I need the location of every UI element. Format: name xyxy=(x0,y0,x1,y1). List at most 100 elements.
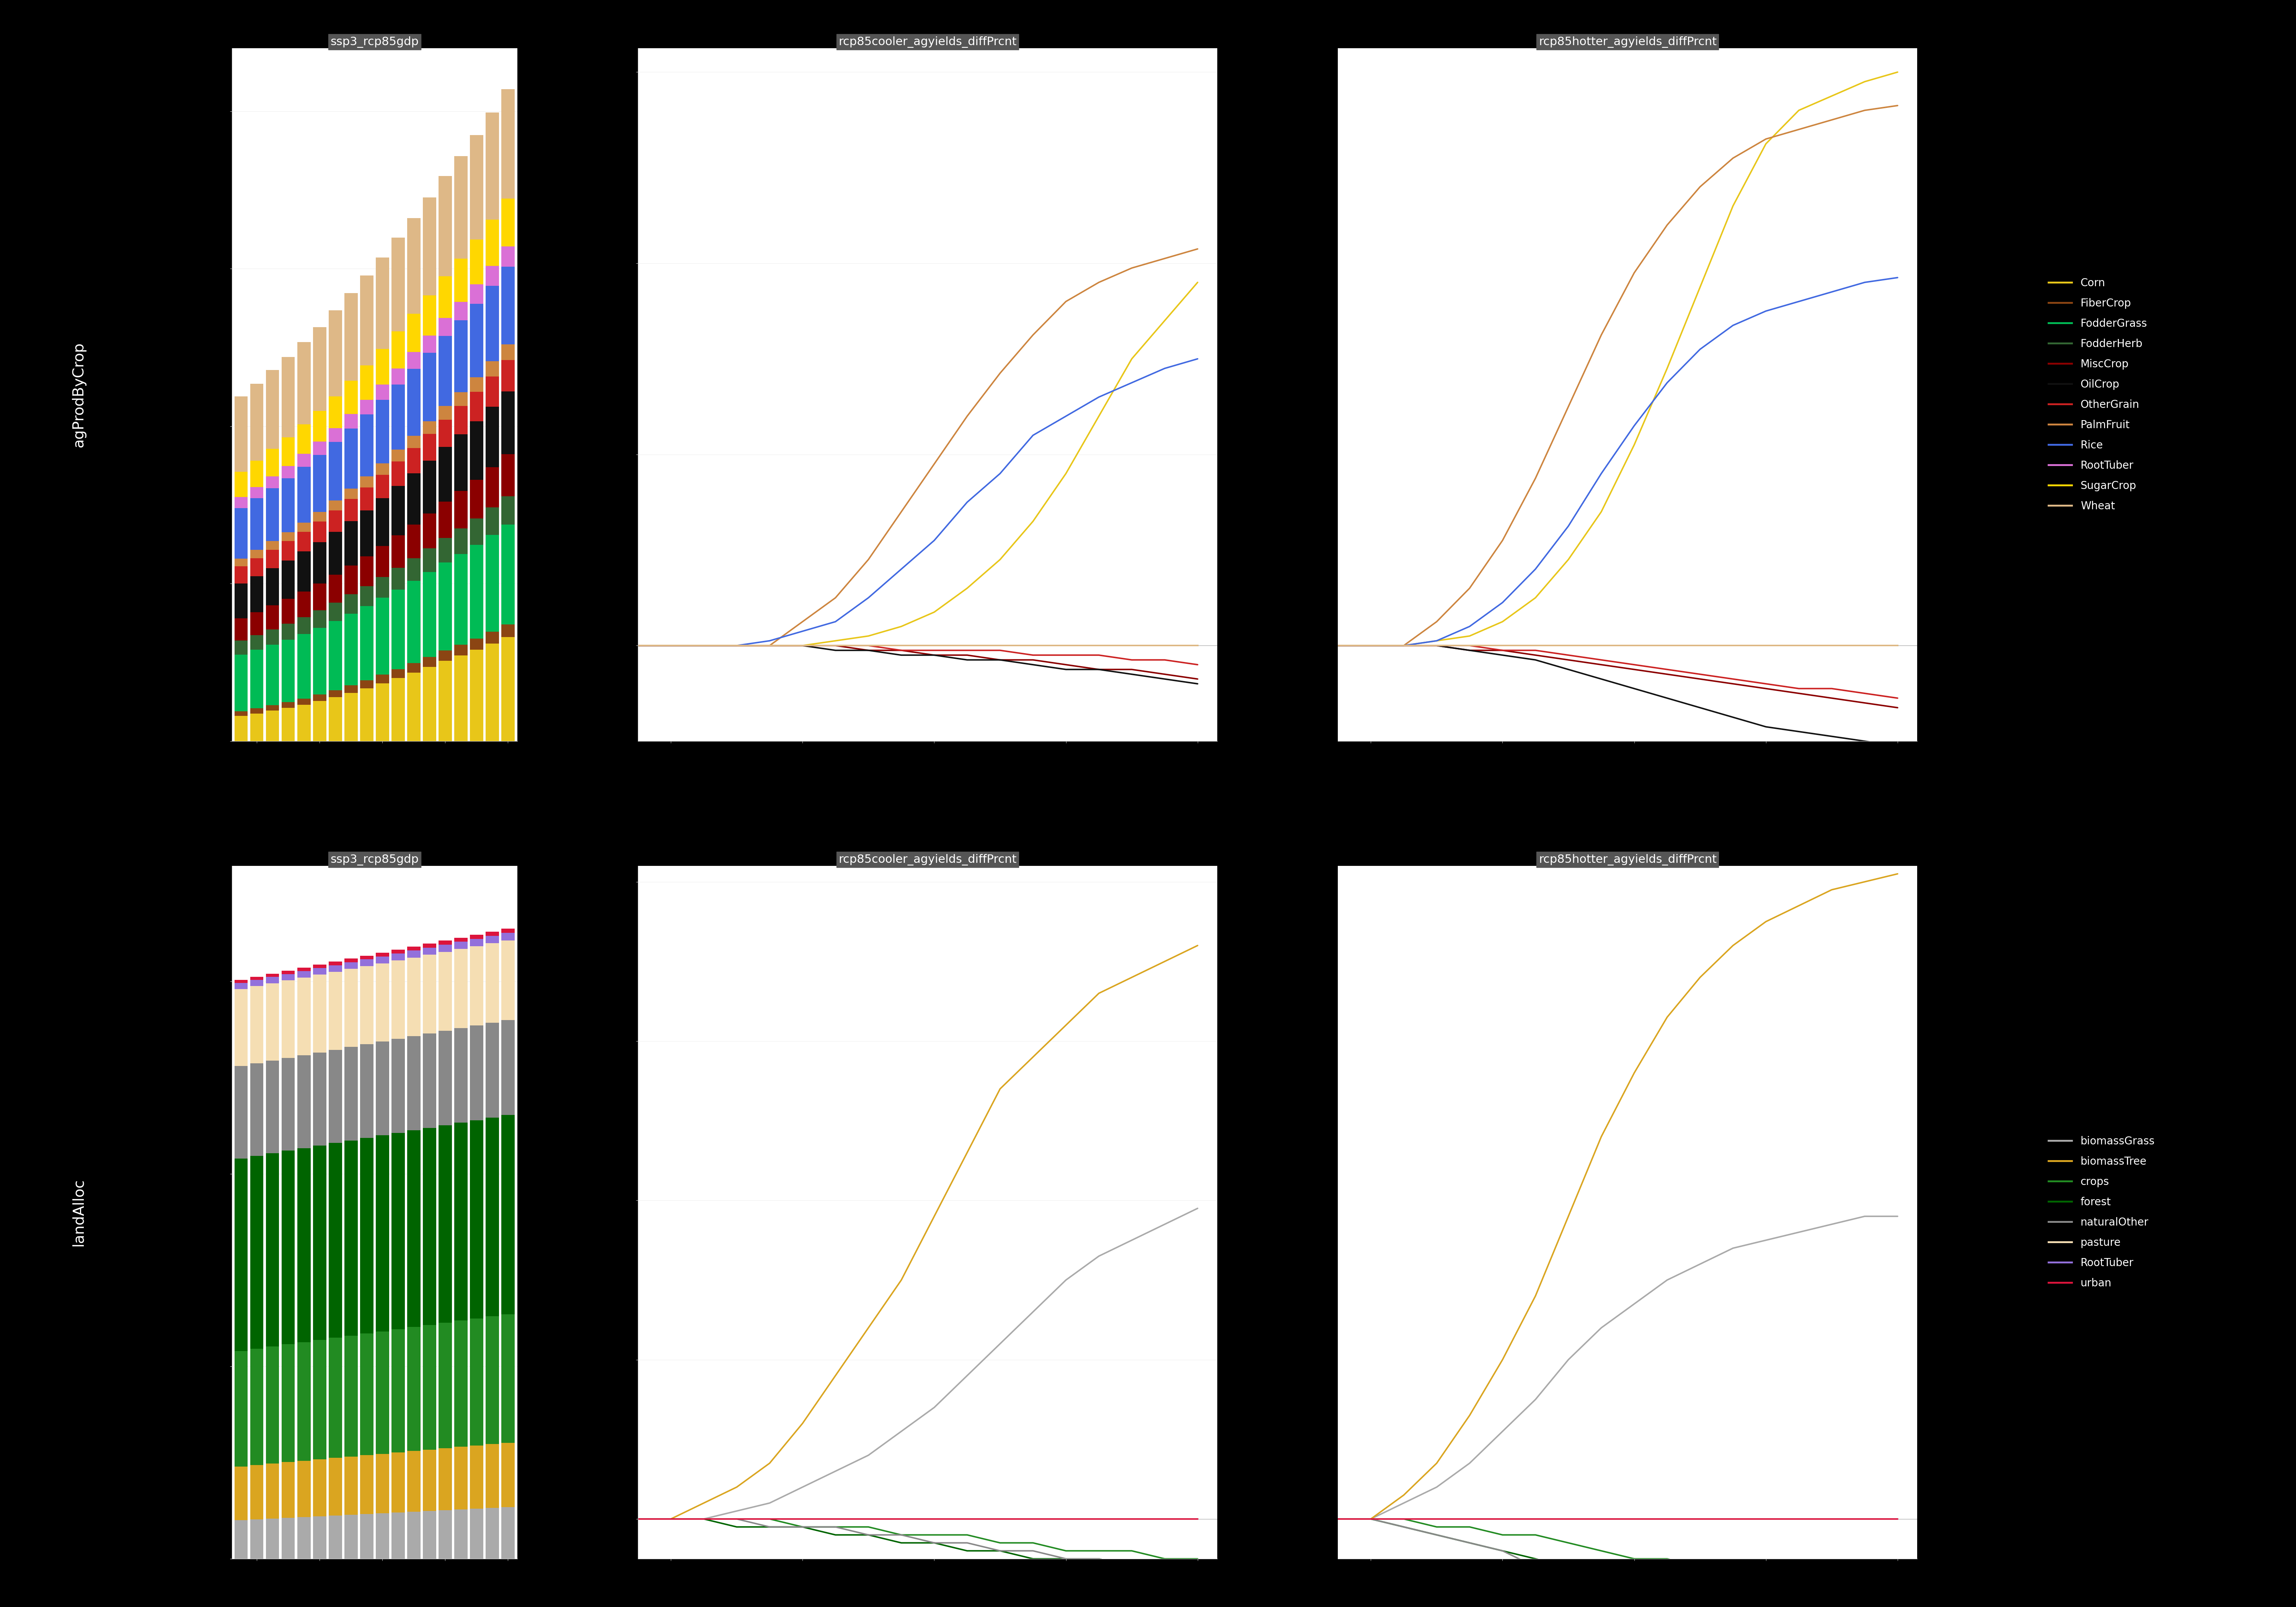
Bar xyxy=(344,969,358,1048)
Bar xyxy=(344,595,358,614)
Bar xyxy=(344,292,358,381)
Bar xyxy=(250,1466,264,1520)
Bar xyxy=(360,1045,374,1138)
Bar xyxy=(377,953,388,956)
Bar xyxy=(266,644,280,705)
Bar xyxy=(282,624,294,640)
Bar xyxy=(360,365,374,400)
Bar xyxy=(455,529,468,554)
Bar xyxy=(487,1507,498,1559)
Bar xyxy=(328,397,342,427)
Bar xyxy=(360,511,374,556)
Text: agProdByCrop: agProdByCrop xyxy=(71,342,85,447)
Bar xyxy=(250,461,264,487)
Bar xyxy=(501,625,514,638)
Bar xyxy=(312,964,326,967)
Bar xyxy=(250,987,264,1064)
Bar xyxy=(501,1507,514,1559)
Bar xyxy=(266,448,280,476)
Bar xyxy=(393,368,404,384)
Bar xyxy=(328,511,342,532)
Bar xyxy=(312,1146,326,1340)
Bar xyxy=(501,246,514,267)
Bar xyxy=(312,628,326,694)
Bar xyxy=(377,956,388,963)
Bar xyxy=(422,198,436,296)
Bar xyxy=(282,1345,294,1462)
Bar xyxy=(234,983,248,988)
Bar xyxy=(250,714,264,741)
Bar xyxy=(439,1448,452,1511)
Bar xyxy=(312,583,326,611)
Bar xyxy=(234,559,248,566)
Bar xyxy=(298,591,310,617)
Bar xyxy=(471,1120,482,1318)
Bar xyxy=(250,384,264,461)
Bar xyxy=(234,497,248,508)
Bar xyxy=(360,966,374,1045)
Bar xyxy=(312,442,326,455)
Bar xyxy=(501,360,514,392)
Bar xyxy=(406,1327,420,1451)
Bar xyxy=(344,959,358,963)
Bar xyxy=(377,463,388,474)
Bar xyxy=(501,524,514,625)
Bar xyxy=(422,1450,436,1511)
Legend: Corn, FiberCrop, FodderGrass, FodderHerb, MiscCrop, OilCrop, OtherGrain, PalmFru: Corn, FiberCrop, FodderGrass, FodderHerb… xyxy=(2043,273,2151,517)
Legend: biomassGrass, biomassTree, crops, forest, naturalOther, pasture, RootTuber, urba: biomassGrass, biomassTree, crops, forest… xyxy=(2043,1131,2161,1294)
Bar xyxy=(344,1048,358,1141)
Bar xyxy=(393,238,404,331)
Bar xyxy=(298,453,310,466)
Bar xyxy=(328,961,342,966)
Bar xyxy=(393,567,404,590)
Bar xyxy=(234,980,248,983)
Bar xyxy=(471,1025,482,1120)
Bar xyxy=(406,219,420,313)
Bar xyxy=(328,1458,342,1515)
Bar xyxy=(406,558,420,580)
Bar xyxy=(393,1040,404,1133)
Bar xyxy=(266,606,280,630)
Bar xyxy=(328,1337,342,1458)
Bar xyxy=(439,336,452,407)
Bar xyxy=(471,304,482,378)
Bar xyxy=(328,427,342,442)
Title: ssp3_rcp85gdp: ssp3_rcp85gdp xyxy=(331,853,418,865)
Bar xyxy=(501,198,514,246)
Bar xyxy=(328,500,342,511)
Bar xyxy=(406,947,420,951)
Bar xyxy=(439,651,452,660)
Bar xyxy=(250,612,264,635)
Bar xyxy=(471,938,482,947)
Bar xyxy=(455,1446,468,1509)
Bar xyxy=(250,550,264,558)
Bar xyxy=(266,1154,280,1347)
Bar xyxy=(439,501,452,538)
Bar xyxy=(298,522,310,532)
Bar xyxy=(393,670,404,678)
Bar xyxy=(266,542,280,550)
Bar xyxy=(377,577,388,598)
Bar xyxy=(455,492,468,529)
Bar xyxy=(406,664,420,672)
Bar xyxy=(455,1509,468,1559)
Bar xyxy=(312,1340,326,1459)
Bar xyxy=(250,1064,264,1155)
Bar xyxy=(344,1335,358,1456)
Bar xyxy=(455,1321,468,1446)
Bar xyxy=(471,480,482,519)
Bar xyxy=(360,956,374,959)
Bar xyxy=(487,643,498,741)
Bar xyxy=(234,1467,248,1520)
Bar xyxy=(282,479,294,532)
Bar xyxy=(250,635,264,649)
Bar xyxy=(487,407,498,468)
Bar xyxy=(344,521,358,566)
Bar xyxy=(234,619,248,640)
Bar xyxy=(266,550,280,569)
Bar xyxy=(234,654,248,712)
Bar xyxy=(344,498,358,521)
Title: rcp85hotter_agyields_diffPrcnt: rcp85hotter_agyields_diffPrcnt xyxy=(1538,37,1717,48)
Bar xyxy=(298,635,310,699)
Bar xyxy=(298,1342,310,1461)
